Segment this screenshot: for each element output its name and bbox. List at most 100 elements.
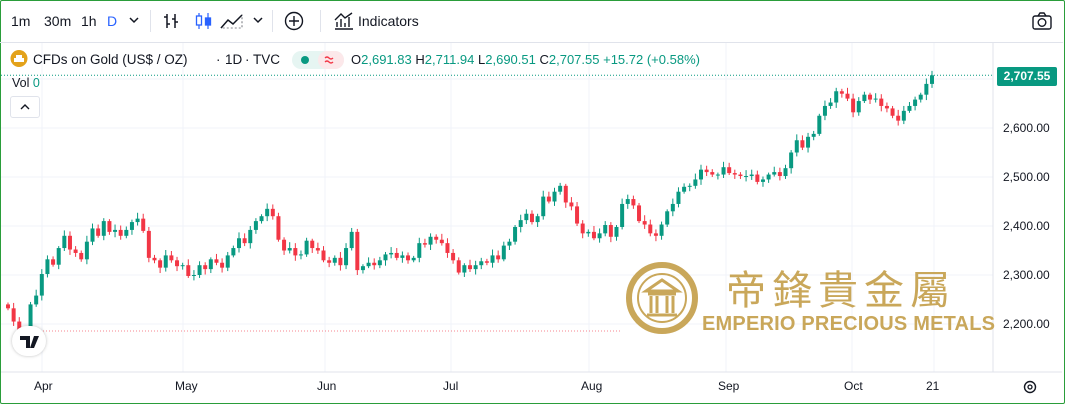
candle-body (287, 248, 292, 251)
interval-1h[interactable]: 1h (81, 13, 97, 29)
toolbar-divider (272, 10, 273, 32)
open-value: 2,691.83 (361, 52, 412, 67)
candle-body (884, 105, 889, 109)
indicators-icon[interactable] (333, 11, 355, 35)
candle-body (845, 93, 850, 99)
candle-body (79, 252, 84, 260)
candle-body (298, 254, 303, 256)
candle-body (146, 230, 151, 258)
candle-body (710, 172, 715, 175)
candle-body (648, 224, 653, 234)
candle-body (141, 218, 146, 231)
candle-body (270, 208, 275, 217)
candle-body (789, 152, 794, 169)
candle-body (400, 255, 405, 258)
candle-body (496, 255, 501, 260)
price-tick-label: 2,600.00 (1003, 121, 1050, 135)
candle-body (575, 206, 580, 224)
candle-body (321, 250, 326, 261)
symbol-exchange: TVC (253, 52, 280, 67)
candle-body (394, 252, 399, 258)
candle-body (625, 199, 630, 204)
candle-body (6, 304, 10, 309)
candle-body (372, 262, 377, 266)
interval-1m[interactable]: 1m (11, 13, 31, 29)
candle-body (406, 255, 411, 261)
candle-body (772, 172, 777, 175)
gear-icon[interactable] (1023, 380, 1037, 394)
symbol-name[interactable]: CFDs on Gold (US$ / OZ) (33, 52, 188, 67)
candle-body (699, 169, 703, 180)
indicators-button[interactable]: Indicators (358, 13, 419, 29)
candle-body (39, 274, 44, 296)
candle-body (653, 233, 658, 236)
candle-body (721, 167, 726, 175)
tradingview-logo[interactable] (12, 326, 46, 356)
candle-body (377, 260, 382, 266)
bar-style-icon[interactable] (162, 11, 182, 35)
candle-body (428, 236, 433, 245)
candle-body (811, 133, 816, 137)
candle-body (253, 221, 258, 230)
last-price-label: 2,707.55 (997, 67, 1057, 86)
candle-body (332, 257, 337, 263)
candle-body (529, 213, 534, 223)
candle-body (96, 228, 101, 236)
candle-body (158, 260, 163, 268)
time-tick-label: 21 (926, 379, 940, 393)
candle-body (693, 179, 698, 186)
candle-body (242, 238, 247, 244)
time-axis: Apr May Jun Jul Aug Sep Oct 21 (34, 379, 940, 393)
candle-body (524, 213, 529, 221)
collapse-legend-button[interactable] (10, 96, 40, 118)
price-tick-label: 2,200.00 (1003, 317, 1050, 331)
candle-body (259, 216, 264, 222)
market-status-badge[interactable] (292, 50, 344, 75)
candle-body (834, 91, 839, 103)
candle-body (755, 174, 760, 182)
candle-body (806, 136, 811, 148)
price-tick-label: 2,300.00 (1003, 268, 1050, 282)
candle-body (422, 243, 427, 245)
candle-body (930, 75, 934, 84)
candles-icon[interactable] (193, 11, 215, 35)
top-toolbar: 1m 30m 1h D Indicators (0, 0, 1063, 43)
candle-body (445, 243, 450, 253)
chevron-down-icon[interactable] (128, 10, 140, 34)
candle-body (862, 94, 867, 102)
candle-body (659, 224, 664, 236)
candle-body (282, 239, 287, 251)
candle-body (84, 241, 89, 260)
candle-body (507, 241, 512, 246)
candles-group (6, 70, 934, 346)
candle-body (327, 260, 332, 263)
candle-body (220, 262, 225, 268)
candle-body (338, 257, 343, 266)
interval-30m[interactable]: 30m (44, 13, 72, 29)
candle-body (468, 265, 472, 270)
candle-body (163, 255, 168, 268)
candle-body (214, 259, 219, 263)
high-label: H (415, 52, 425, 67)
area-chart-icon[interactable] (220, 11, 246, 35)
candle-body (580, 223, 585, 234)
open-label: O (351, 52, 362, 67)
interval-d[interactable]: D (107, 13, 118, 29)
candle-body (732, 173, 737, 175)
candle-body (304, 240, 309, 255)
candle-body (51, 259, 56, 265)
compare-add-icon[interactable] (284, 11, 306, 37)
camera-icon[interactable] (1031, 11, 1053, 35)
chevron-down-icon[interactable] (252, 10, 264, 34)
candle-body (101, 221, 106, 236)
emperio-logo (626, 262, 698, 334)
candle-body (417, 243, 422, 258)
gold-symbol-icon (10, 49, 29, 73)
candle-body (56, 248, 61, 265)
candle-body (456, 260, 461, 273)
candle-body (760, 179, 765, 182)
watermark-chinese: 帝鋒貴金屬 (726, 268, 956, 314)
candle-body (484, 261, 489, 263)
candle-body (315, 248, 320, 251)
